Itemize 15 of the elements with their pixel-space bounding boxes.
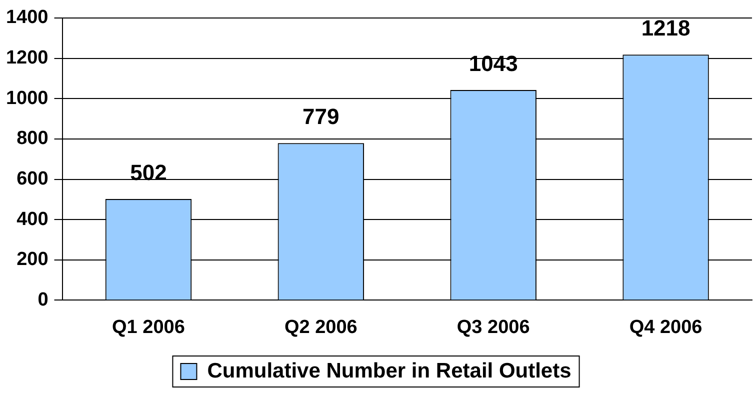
y-tick-label: 800	[16, 128, 48, 150]
y-tick-label: 400	[16, 208, 48, 230]
data-label: 779	[302, 104, 340, 130]
y-tick-label: 600	[16, 168, 48, 190]
x-tick-label: Q3 2006	[456, 316, 530, 338]
y-tick-label: 0	[38, 289, 48, 310]
y-tick-label: 1400	[6, 7, 48, 28]
legend-label: Cumulative Number in Retail Outlets	[207, 359, 572, 382]
x-tick-label: Q4 2006	[629, 316, 702, 338]
y-tick-label: 200	[16, 249, 48, 270]
x-tick-label: Q2 2006	[284, 316, 358, 338]
y-tick-label: 1200	[6, 48, 48, 69]
y-tick-label: 1000	[6, 88, 48, 109]
x-tick-label: Q1 2006	[112, 316, 185, 338]
data-label: 1218	[641, 16, 690, 41]
